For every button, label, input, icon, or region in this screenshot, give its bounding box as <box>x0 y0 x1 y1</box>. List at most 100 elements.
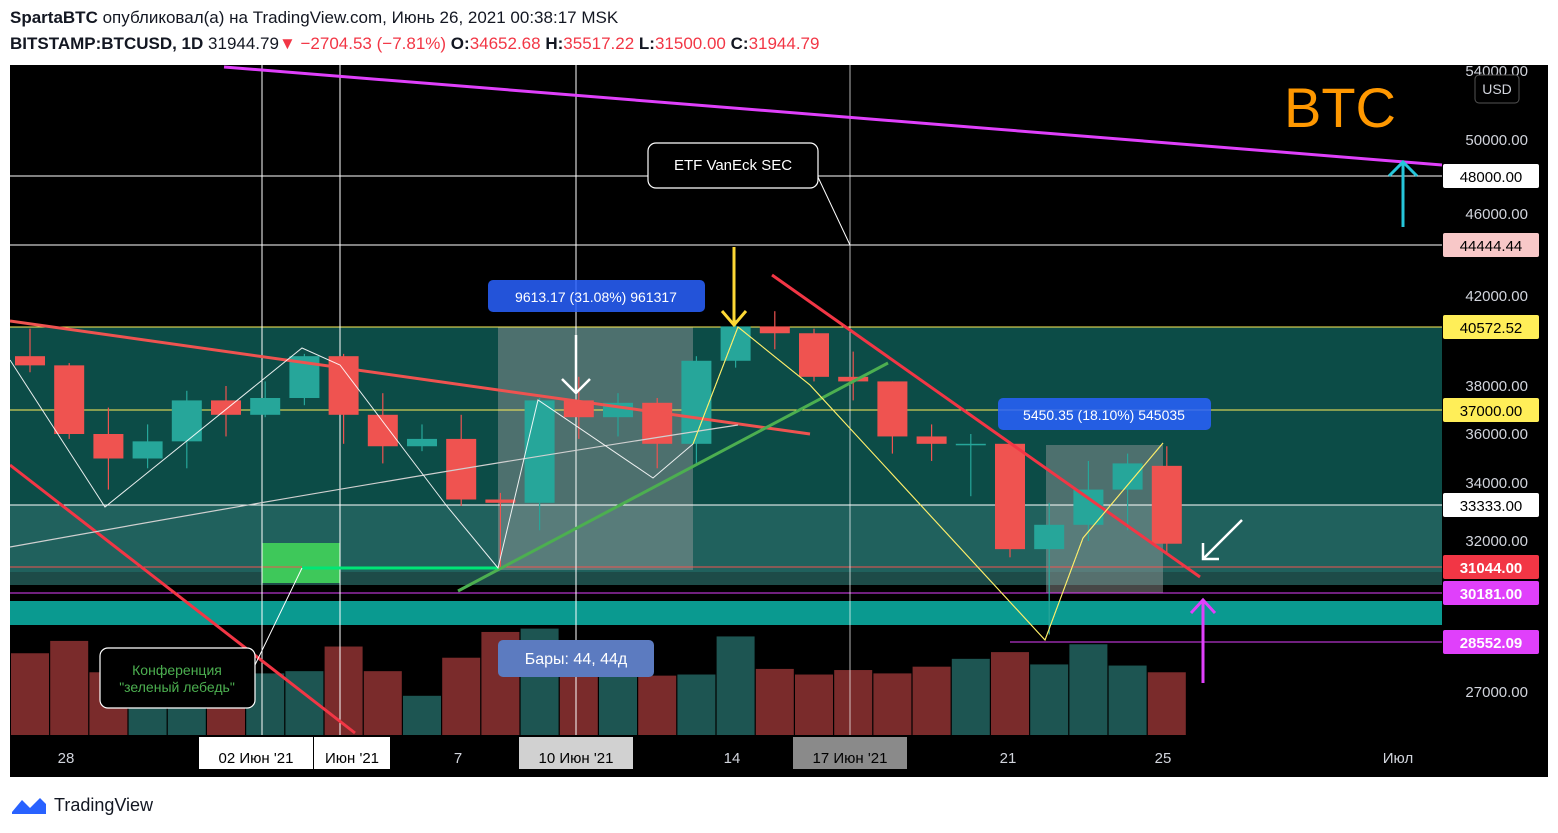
time-tick-label: 25 <box>1155 750 1172 767</box>
candle-body[interactable] <box>328 356 359 415</box>
price-mark-label: 37000.00 <box>1460 403 1523 420</box>
time-tick-label: 17 Июн '21 <box>813 750 888 767</box>
price-mark-bg <box>1443 233 1539 257</box>
price-tick-label: 38000.00 <box>1465 378 1528 395</box>
volume-bar <box>677 674 716 735</box>
candle-body[interactable] <box>524 400 555 503</box>
volume-bar <box>991 652 1029 735</box>
currency-badge[interactable] <box>1474 74 1520 104</box>
price-mark-bg <box>1443 630 1539 654</box>
candle-body[interactable] <box>15 356 45 366</box>
green-trendline[interactable] <box>457 361 889 593</box>
candle-body[interactable] <box>759 326 790 334</box>
close-value: 31944.79 <box>748 34 820 53</box>
volume-bar <box>442 657 481 735</box>
time-tick-label: 02 Июн '21 <box>219 750 294 767</box>
candle-body[interactable] <box>838 376 869 382</box>
price-tick-label: 32000.00 <box>1465 533 1528 550</box>
tradingview-logo-icon <box>12 798 46 814</box>
high-label: H: <box>545 34 564 53</box>
volume-bar <box>1147 672 1186 735</box>
candle-body[interactable] <box>485 499 516 503</box>
volume-bar <box>834 670 873 735</box>
symbol-label[interactable]: BITSTAMP:BTCUSD, 1D <box>10 34 204 53</box>
volume-bar <box>363 671 402 735</box>
magenta-trendline[interactable] <box>223 65 1443 167</box>
volume-bar <box>324 646 363 735</box>
price-tick-label: 36000.00 <box>1465 426 1528 443</box>
candle-body[interactable] <box>995 443 1025 550</box>
chart-area[interactable]: ETF VanEck SEC Конференция "зеленый лебе… <box>10 65 1548 777</box>
candle-body[interactable] <box>799 333 829 377</box>
candle-body[interactable] <box>250 398 281 415</box>
candle-body[interactable] <box>1034 524 1065 550</box>
volume-bar <box>755 668 794 735</box>
candle-body[interactable] <box>93 434 124 459</box>
low-value: 31500.00 <box>654 34 726 53</box>
red-trendline-upper[interactable] <box>10 319 811 436</box>
volume-bar <box>11 653 49 735</box>
price-tick-label: 50000.00 <box>1465 132 1528 149</box>
volume-bar <box>638 675 677 735</box>
currency-label: USD <box>1482 81 1512 97</box>
published-text: опубликовал(а) на TradingView.com, Июнь … <box>102 8 619 27</box>
price-marks: 48000.00 44444.44 40572.52 37000.00 33333.00… <box>1443 164 1539 654</box>
volume-bar <box>716 636 755 735</box>
candle-body[interactable] <box>1151 465 1182 544</box>
range-label-2: 5450.35 (18.10%) 545035 <box>1023 407 1185 423</box>
time-axis[interactable]: 28 02 Июн '21 Июн '21 7 10 Июн '21 14 17 Июн '… <box>10 735 1548 777</box>
candle-body[interactable] <box>877 381 908 437</box>
candle-body[interactable] <box>720 326 751 361</box>
red-trendline-lower[interactable] <box>10 463 356 735</box>
conference-callout-box[interactable] <box>99 647 256 709</box>
close-label: C: <box>730 34 749 53</box>
price-mark-bg <box>1443 581 1539 605</box>
price-mark-label: 44444.44 <box>1460 238 1523 255</box>
price-change: −2704.53 (−7.81%) <box>300 34 447 53</box>
etf-callout-box[interactable] <box>647 142 819 189</box>
price-mark-bg <box>1443 398 1539 422</box>
grey-curve <box>10 424 739 548</box>
chart-svg[interactable]: ETF VanEck SEC Конференция "зеленый лебе… <box>10 65 1548 777</box>
white-down-arrow <box>561 335 591 395</box>
candle-body[interactable] <box>407 438 437 447</box>
volume-bar <box>1030 664 1069 735</box>
candle-body[interactable] <box>367 414 398 447</box>
brand-name: TradingView <box>54 794 154 815</box>
publish-info: SpartaBTC опубликовал(а) на TradingView.… <box>10 8 618 28</box>
candle-body[interactable] <box>211 400 241 415</box>
time-tick-label: 21 <box>1000 750 1017 767</box>
etf-callout-pointer <box>816 174 851 246</box>
red-trendline-right[interactable] <box>771 273 1201 579</box>
time-tick-label: 7 <box>454 750 462 767</box>
author-name[interactable]: SpartaBTC <box>10 8 98 27</box>
candle-body[interactable] <box>54 365 85 434</box>
range-label-1: 9613.17 (31.08%) 961317 <box>515 289 677 305</box>
teal-zone-middle <box>10 505 1442 585</box>
down-triangle-icon: ▼ <box>278 34 296 53</box>
volume-bar <box>873 673 912 735</box>
price-tick-label: 27000.00 <box>1465 684 1528 701</box>
volume-bar <box>912 666 951 735</box>
candle-body[interactable] <box>171 400 202 442</box>
bars-label-bg <box>498 640 654 677</box>
conference-line-2: "зеленый лебедь" <box>119 679 235 695</box>
bars-label: Бары: 44, 44д <box>525 651 628 668</box>
volume-bar <box>795 674 833 735</box>
etf-callout-text: ETF VanEck SEC <box>674 157 792 174</box>
time-tick-label: 14 <box>724 750 741 767</box>
zigzag-yellow <box>692 326 1164 641</box>
time-tick-label: 28 <box>58 750 75 767</box>
last-price: 31944.79 <box>208 34 279 53</box>
candle-body[interactable] <box>1073 489 1104 525</box>
range-label-2-bg <box>998 398 1211 430</box>
tradingview-logo[interactable]: TradingView <box>10 794 153 816</box>
candle-body[interactable] <box>563 400 594 418</box>
candle-body[interactable] <box>955 443 986 446</box>
price-mark-bg <box>1443 555 1539 579</box>
candle-body[interactable] <box>132 441 163 459</box>
price-mark-label: 48000.00 <box>1460 169 1523 186</box>
open-value: 34652.68 <box>469 34 541 53</box>
volume-bar <box>1108 665 1147 735</box>
candle-body[interactable] <box>916 436 947 444</box>
